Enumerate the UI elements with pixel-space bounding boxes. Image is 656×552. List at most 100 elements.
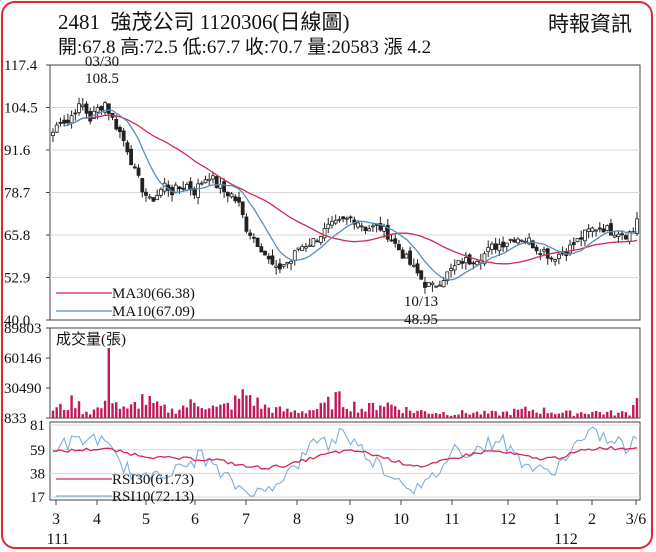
candle-body <box>121 130 126 141</box>
candle-body <box>211 175 215 180</box>
volume-bar <box>167 412 170 418</box>
volume-bar <box>304 413 308 418</box>
candle-body <box>601 228 606 233</box>
candle-body <box>460 261 465 264</box>
candle-body <box>147 196 152 199</box>
candle-body <box>493 243 498 250</box>
candle-body <box>534 246 539 252</box>
volume-bar <box>234 395 237 418</box>
candle-body <box>467 254 472 265</box>
volume-bar <box>338 391 341 418</box>
volume-bar <box>483 410 486 418</box>
volume-bar <box>323 402 326 418</box>
panel-3-border <box>49 421 641 501</box>
candle-body <box>519 239 524 242</box>
candle-body <box>199 182 204 185</box>
volume-bar <box>375 410 378 418</box>
volume-bar <box>487 413 490 418</box>
candle-body <box>266 255 271 260</box>
volume-bar <box>334 392 337 418</box>
rsi-tick-label: 81 <box>30 418 45 434</box>
volume-tick-label: 89803 <box>4 321 42 337</box>
volume-bar <box>420 410 423 418</box>
price-tick-label: 117.4 <box>4 58 38 74</box>
volume-bar <box>260 408 263 418</box>
date-and-type: 1120306(日線圖) <box>199 10 350 34</box>
price-tick-label: 78.7 <box>4 186 31 202</box>
candle-body <box>579 237 584 240</box>
candle-body <box>590 227 595 232</box>
x-month-label: 6 <box>191 511 199 528</box>
candle-body <box>196 183 200 198</box>
volume-bar <box>312 410 315 418</box>
candle-body <box>326 223 331 229</box>
candle-body <box>80 104 85 107</box>
candle-body <box>434 285 439 288</box>
candle-body <box>408 250 412 265</box>
candle-body <box>155 195 160 201</box>
candle-body <box>356 222 360 228</box>
candle-body <box>311 238 316 247</box>
volume-bar <box>580 412 583 418</box>
candle-body <box>244 216 249 232</box>
candle-body <box>516 238 520 244</box>
candle-body <box>605 225 610 231</box>
rsi30-line <box>52 445 638 470</box>
candle-body <box>367 228 372 232</box>
candle-body <box>233 196 238 202</box>
volume-bar <box>122 406 125 418</box>
volume-bar <box>115 402 118 418</box>
candle-body <box>296 247 301 250</box>
x-month-label: 11 <box>444 511 459 528</box>
ma10-line <box>64 109 638 281</box>
volume-bar <box>226 402 230 418</box>
ma30-line <box>74 114 638 265</box>
volume-bar <box>632 404 635 418</box>
volume-bar <box>77 401 81 418</box>
volume-bar <box>118 408 122 418</box>
candle-body <box>62 119 67 124</box>
volume-bar <box>557 413 561 418</box>
candle-body <box>471 262 476 265</box>
candle-body <box>140 178 145 193</box>
volume-bar <box>129 404 133 418</box>
volume-bar <box>55 407 58 418</box>
volume-bar <box>513 408 516 418</box>
candle-body <box>456 259 461 265</box>
candle-body <box>363 226 368 231</box>
candle-body <box>482 253 487 265</box>
volume-bar <box>598 412 602 418</box>
candle-body <box>177 186 182 190</box>
candle-body <box>359 225 364 228</box>
candle-body <box>289 260 293 264</box>
volume-bar <box>59 403 62 418</box>
volume-bar <box>148 396 151 418</box>
volume-bar <box>159 405 163 418</box>
volume-bar <box>62 410 66 418</box>
price-tick-label: 104.5 <box>4 101 38 117</box>
candle-body <box>452 265 457 271</box>
volume-bar <box>319 403 323 418</box>
volume-bar <box>200 408 203 418</box>
volume-tick-label: 833 <box>4 411 27 427</box>
volume-bar <box>237 398 241 418</box>
volume-bar <box>620 411 624 418</box>
rsi-tick-label: 38 <box>30 466 45 482</box>
volume-bar <box>356 412 360 418</box>
candle-body <box>58 121 63 124</box>
volume-bar <box>565 410 568 418</box>
volume-bar <box>635 398 639 418</box>
volume-bar <box>330 409 334 418</box>
volume-bar <box>613 415 616 418</box>
candle-body <box>341 216 346 220</box>
x-month-label: 1 <box>553 511 561 528</box>
candle-body <box>77 103 81 113</box>
candle-body <box>278 263 282 270</box>
volume-bar <box>457 414 460 418</box>
candle-body <box>103 102 107 113</box>
volume-bar <box>498 415 501 418</box>
volume-bar <box>271 412 274 418</box>
volume-bar <box>219 404 222 418</box>
